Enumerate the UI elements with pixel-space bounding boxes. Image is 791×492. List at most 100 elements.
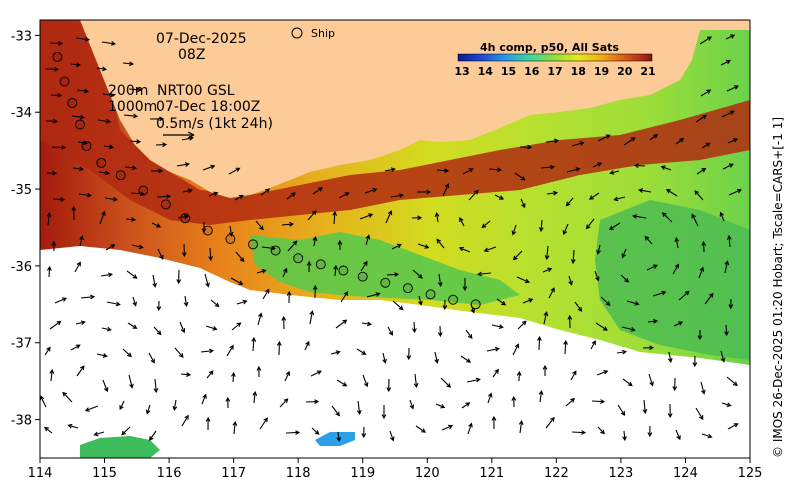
current-arrow	[417, 243, 430, 249]
current-arrow	[544, 245, 550, 261]
current-arrow	[51, 240, 57, 252]
current-arrow	[104, 196, 119, 202]
current-arrow	[437, 273, 443, 288]
colorbar-tick-label: 18	[571, 65, 586, 78]
current-arrow	[416, 189, 432, 195]
current-arrow	[361, 321, 373, 327]
current-arrow	[126, 270, 138, 279]
ship-position-marker	[138, 185, 149, 196]
ship-position-marker	[115, 170, 126, 181]
current-arrow	[149, 116, 165, 122]
current-arrow	[45, 118, 59, 124]
current-arrow	[542, 267, 553, 273]
current-arrow	[179, 321, 186, 334]
current-arrow	[310, 370, 322, 377]
ship-position-marker	[59, 76, 70, 87]
current-arrow	[697, 329, 703, 341]
y-tick-label: -33	[11, 29, 32, 44]
x-tick-label: 118	[286, 466, 311, 481]
current-arrow	[312, 284, 318, 299]
current-arrow	[609, 170, 620, 175]
current-arrow	[384, 167, 396, 173]
current-arrow	[570, 249, 576, 265]
current-arrow	[255, 220, 264, 231]
x-tick-label: 125	[738, 466, 763, 481]
plot-frame	[39, 19, 751, 459]
current-arrow	[96, 66, 108, 72]
current-arrow	[386, 272, 400, 277]
current-arrow	[208, 191, 219, 197]
current-arrow	[44, 346, 51, 356]
current-arrow	[721, 402, 732, 408]
current-arrow	[122, 348, 132, 358]
current-arrow	[182, 188, 193, 194]
current-arrow	[365, 234, 371, 246]
current-arrow	[543, 311, 549, 325]
ship-track	[52, 51, 481, 310]
current-arrow	[512, 250, 523, 261]
current-arrow	[652, 290, 667, 297]
current-arrow	[648, 373, 654, 387]
current-arrow	[331, 405, 340, 417]
warm-band	[40, 20, 750, 225]
current-arrow	[256, 269, 267, 274]
current-arrow	[44, 66, 60, 72]
current-arrow	[546, 190, 559, 196]
current-arrow	[251, 336, 257, 352]
current-arrow	[462, 168, 474, 175]
current-arrow	[236, 299, 248, 305]
x-tick-label: 117	[221, 466, 246, 481]
current-arrow	[616, 349, 628, 355]
ship-position-marker	[425, 289, 436, 300]
current-arrow	[567, 314, 573, 329]
current-arrow	[150, 168, 164, 174]
current-arrow	[459, 217, 465, 227]
current-arrow	[174, 347, 184, 358]
current-arrow	[698, 266, 705, 279]
current-arrow	[491, 324, 504, 329]
ship-position-marker	[380, 277, 391, 288]
current-arrow	[78, 192, 93, 198]
current-arrow	[338, 192, 350, 199]
current-arrow	[462, 277, 468, 292]
current-arrow	[597, 134, 611, 142]
current-arrow	[488, 167, 503, 173]
ship-position-marker	[75, 119, 85, 130]
current-arrow	[516, 276, 530, 284]
colorbar-tick-label: 20	[617, 65, 633, 78]
current-arrow	[382, 352, 387, 364]
current-arrow	[62, 391, 73, 403]
current-arrow	[202, 164, 216, 171]
ship-position-marker	[293, 253, 304, 264]
current-arrow	[210, 299, 220, 308]
current-arrow	[71, 205, 77, 221]
current-arrow	[647, 425, 653, 438]
cool-patch-east	[595, 200, 750, 360]
current-arrow	[574, 301, 583, 312]
current-arrow	[728, 298, 734, 310]
current-arrow	[440, 377, 452, 388]
current-arrow	[336, 379, 348, 387]
cool-patch-sw	[80, 436, 160, 458]
current-arrow	[511, 395, 517, 408]
current-arrow	[50, 92, 63, 98]
current-arrow	[487, 392, 493, 404]
current-arrow	[520, 198, 526, 209]
y-axis: -33 -34 -35 -36 -37 -38	[11, 29, 40, 429]
current-arrow	[596, 370, 609, 376]
current-arrow	[46, 170, 58, 176]
current-arrow	[101, 41, 116, 46]
current-arrow	[67, 423, 79, 429]
current-arrow	[518, 419, 524, 434]
current-arrow	[337, 239, 343, 251]
current-arrow	[231, 371, 236, 383]
current-arrow	[385, 210, 393, 224]
current-arrow	[661, 212, 673, 223]
current-arrow	[571, 141, 585, 147]
current-arrow	[226, 344, 234, 357]
current-arrow	[647, 318, 659, 324]
current-arrow	[286, 290, 292, 304]
current-arrow	[441, 424, 454, 431]
current-arrow	[79, 235, 84, 247]
ship-position-marker	[81, 141, 92, 151]
